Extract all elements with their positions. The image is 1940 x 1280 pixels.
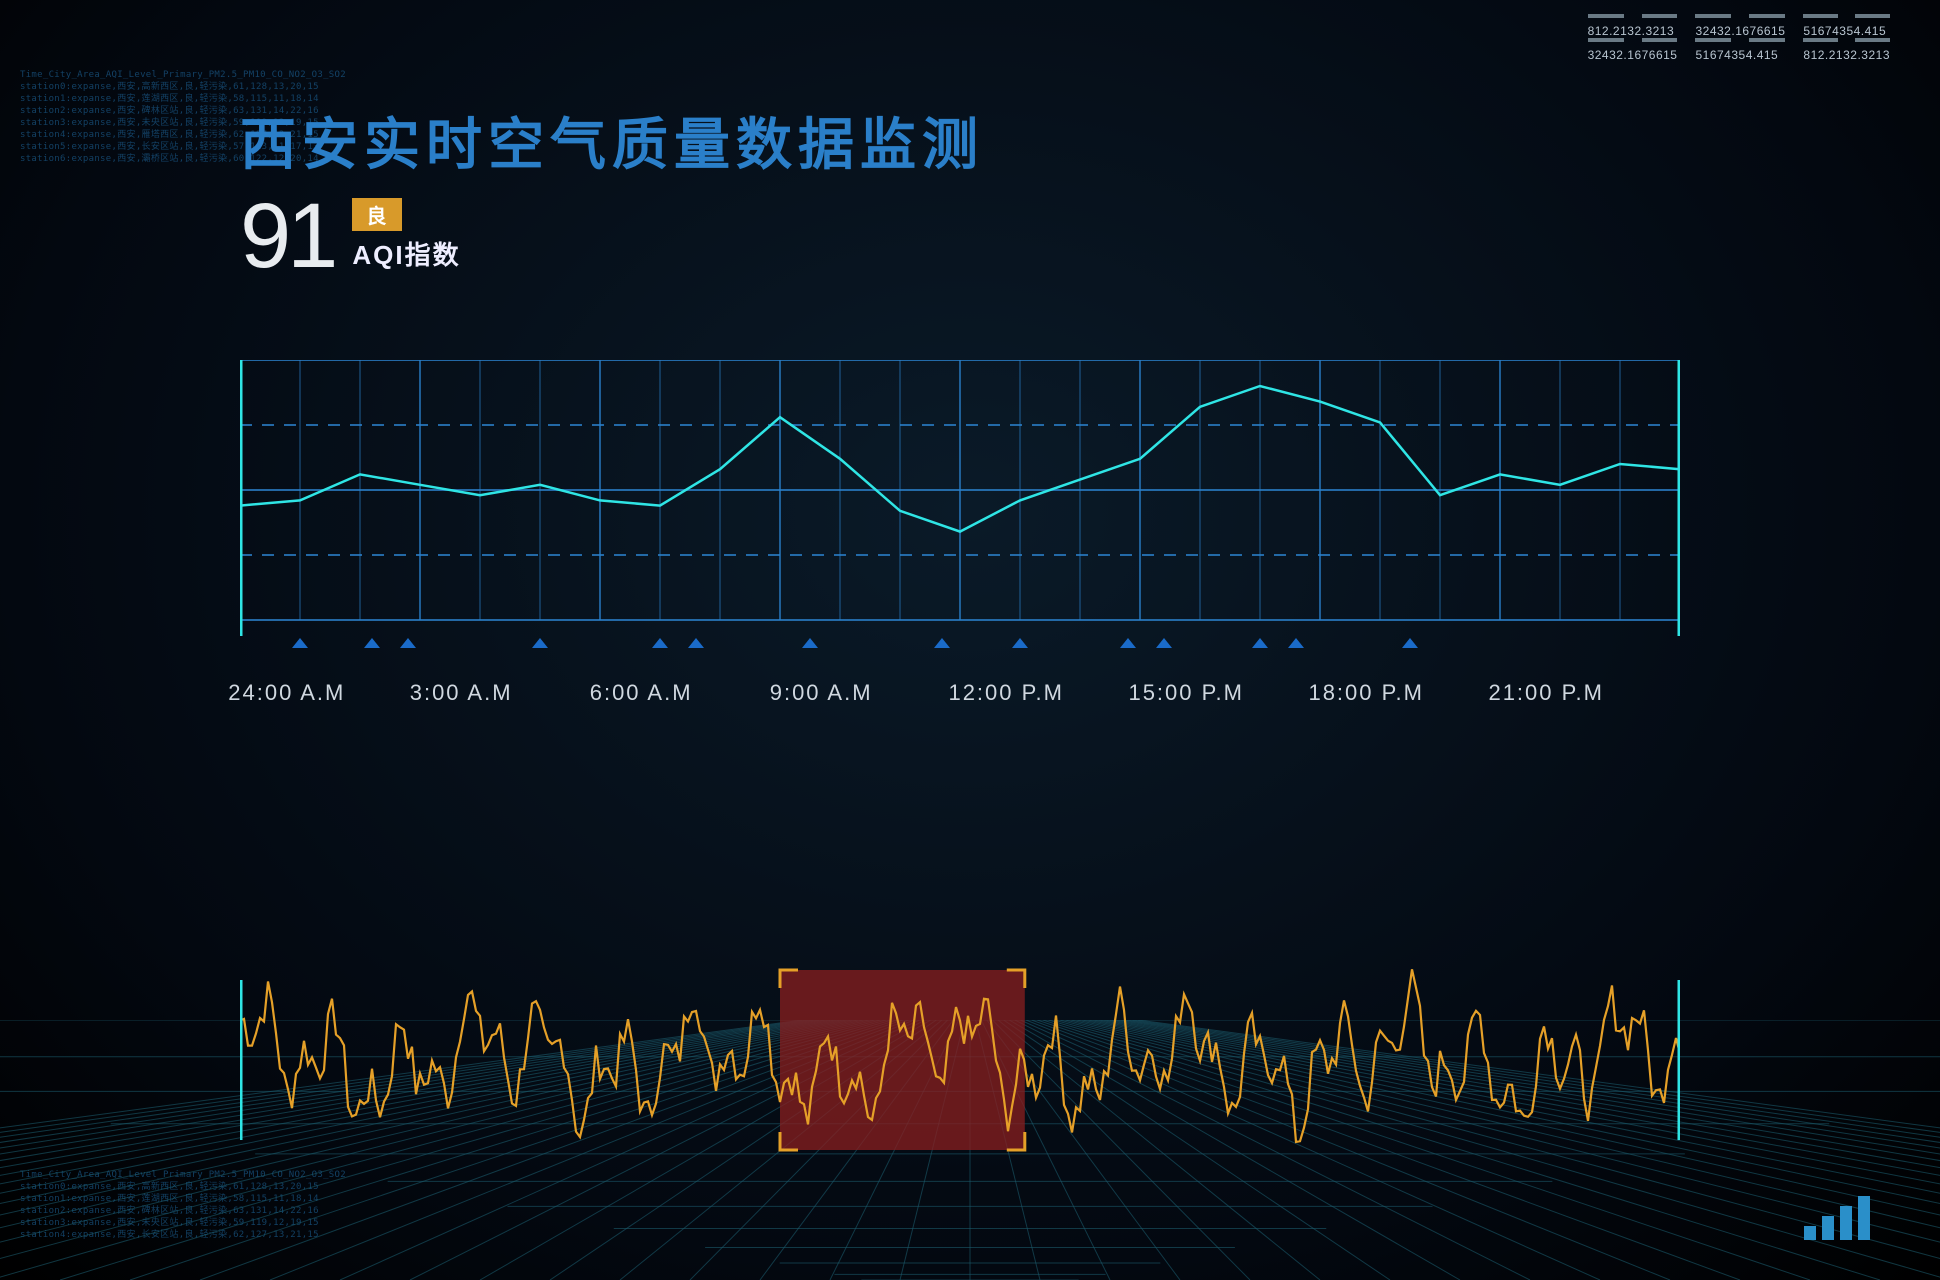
deco-text-top-left: Time_City_Area_AQI_Level_Primary_PM2.5_P… bbox=[20, 69, 200, 165]
x-tick-label: 24:00 A.M bbox=[228, 680, 345, 706]
deco-num-3: 32432.1676615 bbox=[1588, 42, 1678, 62]
deco-num-0: 812.2132.3213 bbox=[1588, 18, 1678, 38]
x-tick-label: 6:00 A.M bbox=[590, 680, 693, 706]
aqi-block: 91 良 AQI指数 bbox=[240, 190, 461, 282]
deco-num-1: 32432.1676615 bbox=[1695, 18, 1785, 38]
waveform-chart bbox=[240, 960, 1680, 1180]
deco-text-bottom-left: Time_City_Area_AQI_Level_Primary_PM2.5_P… bbox=[20, 1169, 200, 1241]
deco-num-2: 51674354.415 bbox=[1803, 18, 1890, 38]
x-tick-label: 18:00 P.M bbox=[1308, 680, 1423, 706]
deco-numbers: 812.2132.3213 32432.1676615 51674354.415… bbox=[1588, 18, 1890, 62]
aqi-value: 91 bbox=[240, 190, 334, 282]
deco-num-4: 51674354.415 bbox=[1695, 42, 1785, 62]
x-tick-label: 15:00 P.M bbox=[1128, 680, 1243, 706]
page-title: 西安实时空气质量数据监测 bbox=[240, 100, 984, 181]
x-tick-label: 3:00 A.M bbox=[410, 680, 513, 706]
x-tick-label: 12:00 P.M bbox=[948, 680, 1063, 706]
x-tick-label: 9:00 A.M bbox=[770, 680, 873, 706]
x-tick-label: 21:00 P.M bbox=[1488, 680, 1603, 706]
aqi-label: AQI指数 bbox=[352, 235, 460, 272]
bars-icon bbox=[1804, 1196, 1870, 1240]
aqi-line-chart bbox=[240, 360, 1680, 640]
aqi-badge: 良 bbox=[352, 198, 402, 231]
deco-num-5: 812.2132.3213 bbox=[1803, 42, 1890, 62]
